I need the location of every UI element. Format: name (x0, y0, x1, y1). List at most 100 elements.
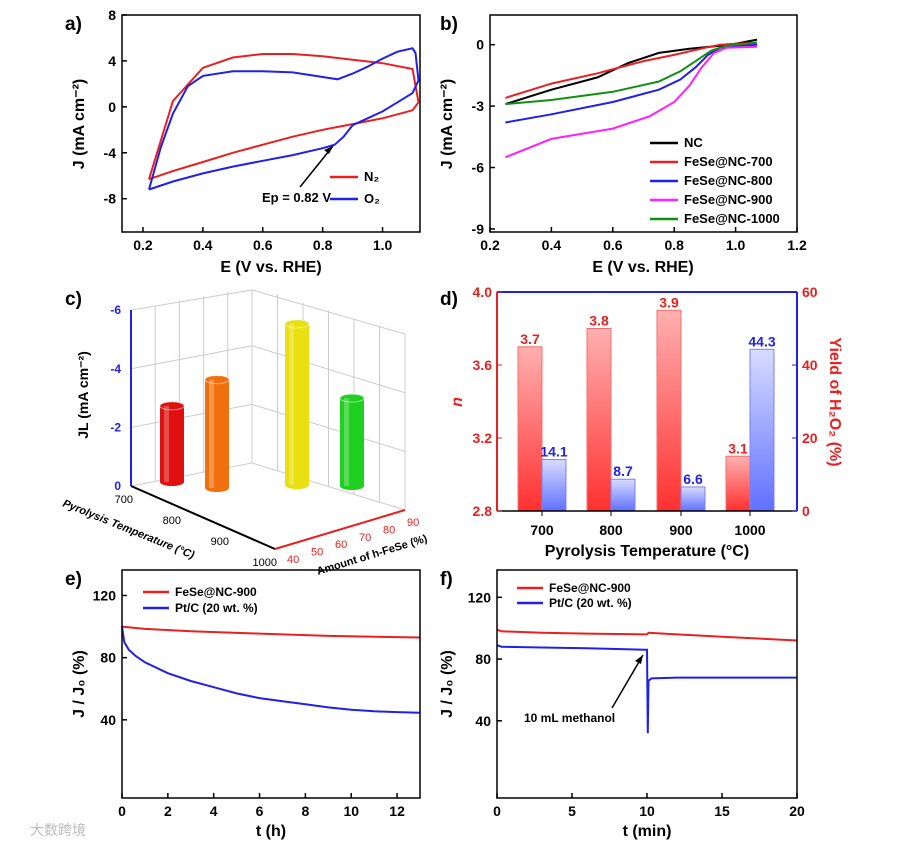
series-line-0 (496, 628, 798, 642)
y-tick-label: 3.6 (473, 357, 493, 373)
bar-base (285, 481, 309, 489)
y-tick-label: 2.8 (473, 503, 493, 519)
x-tick-label: 4 (210, 803, 218, 819)
legend-label: FeSe@NC-900 (684, 192, 773, 207)
z-axis-amount (274, 509, 406, 550)
bar-highlight (289, 323, 294, 485)
x-tick-label: 8 (301, 803, 309, 819)
z-tick-label: 80 (383, 524, 395, 536)
y-tick-label: -2 (110, 420, 121, 434)
series-line-1 (496, 644, 797, 734)
bar-top (284, 319, 310, 329)
series-line-0 (121, 625, 421, 639)
x-tick-label: 2 (164, 803, 172, 819)
annotation-arrow-f (611, 654, 644, 709)
annotation-ep: Ep = 0.82 V (262, 190, 331, 205)
data-label-n: 3.9 (659, 294, 679, 310)
legend-label: FeSe@NC-700 (684, 154, 773, 169)
x-tick-label: 0 (118, 803, 126, 819)
legend-label: NC (684, 135, 703, 150)
x-axis-label-b: E (V vs. RHE) (592, 259, 693, 276)
x-tick-label: 900 (669, 522, 693, 538)
y2-axis-label-d: Yield of H₂O₂ (%) (826, 337, 843, 466)
bar-top (339, 393, 365, 403)
arrowhead-icon (324, 146, 333, 154)
data-label-n: 3.7 (520, 331, 540, 347)
annotation-arrow-a (299, 145, 334, 188)
x-tick-label: 1.2 (787, 237, 807, 253)
x-tick-label: 5 (568, 803, 576, 819)
y-tick-label: -8 (104, 191, 117, 207)
y-tick-label: 80 (475, 651, 491, 667)
y-tick-label: 0 (114, 479, 121, 493)
data-label-yield: 8.7 (613, 463, 633, 479)
y-tick-label: 0 (476, 37, 484, 53)
panel-b: 0.2 0.4 0.6 0.8 1.0 1.2 0 -3 -6 -9 NC FeSe@NC-700 Fe… (472, 14, 807, 253)
panel-label-f: f) (440, 569, 453, 590)
x-axis-label-f: t (min) (623, 823, 672, 840)
bar-base (340, 482, 364, 490)
legend-label: Pt/C (20 wt. %) (549, 596, 632, 610)
y-axis-label-f: J / J₀ (%) (439, 650, 456, 718)
panel-label-d: d) (440, 289, 458, 310)
x-tick-label: 0.6 (253, 237, 273, 253)
legend-label: Pt/C (20 wt. %) (175, 601, 258, 615)
y-tick-label: -3 (472, 98, 485, 114)
x-tick-label: 800 (599, 522, 623, 538)
bar-n (656, 309, 682, 512)
gridline (130, 345, 253, 370)
legend-label: FeSe@NC-900 (549, 581, 631, 595)
x-tick-label: 800 (163, 515, 181, 527)
y-axis-label-a: J (mA cm⁻²) (71, 79, 88, 170)
gridline (130, 403, 253, 428)
y-tick-label: -6 (110, 303, 121, 317)
data-label-n: 3.8 (589, 313, 609, 329)
x-tick-label: 0.2 (480, 237, 500, 253)
y-axis-label-b: J (mA cm⁻²) (439, 79, 456, 170)
legend-label: O₂ (364, 191, 380, 206)
y-tick-label: 40 (100, 712, 116, 728)
y2-tick-label: 0 (802, 503, 810, 519)
y-tick-label: 3.2 (473, 430, 493, 446)
y-axis-label-d: n (449, 397, 466, 407)
x-tick-label: 0.8 (664, 237, 684, 253)
bar-yield (541, 459, 567, 512)
x-tick-label: 10 (639, 803, 655, 819)
data-label-yield: 6.6 (683, 471, 703, 487)
x-tick-label: 0.8 (313, 237, 333, 253)
legend-label: FeSe@NC-1000 (684, 211, 780, 226)
bar-n (517, 346, 543, 512)
x-tick-label: 0.4 (193, 237, 213, 253)
panel-e: 0 2 4 6 8 10 12 40 80 120 FeSe@NC-900 Pt/C (20 wt. … (93, 569, 421, 819)
y2-tick-label: 40 (802, 357, 818, 373)
series-line-1 (121, 626, 421, 714)
y-tick-label: 0 (108, 99, 116, 115)
x-tick-label: 0.2 (133, 237, 153, 253)
series-line-1 (505, 41, 758, 99)
x-tick-label: 900 (211, 536, 229, 548)
x-axis-label-a: E (V vs. RHE) (220, 259, 321, 276)
panel-label-c: c) (65, 289, 82, 310)
x-axis-label-e: t (h) (256, 823, 286, 840)
bar-highlight (344, 398, 349, 486)
y-tick-label: -4 (104, 145, 117, 161)
z-tick-label: 50 (311, 547, 323, 559)
x-tick-label: 0.6 (603, 237, 623, 253)
x-tick-label: 1.0 (726, 237, 746, 253)
bar-yield (610, 478, 636, 512)
bar-cylinder (285, 323, 309, 485)
x-tick-label: 20 (789, 803, 805, 819)
x-tick-label: 0 (493, 803, 501, 819)
bar-base (160, 478, 184, 486)
z-tick-label: 60 (335, 539, 347, 551)
bar-cylinder (205, 379, 229, 488)
x-axis-label-d: Pyrolysis Temperature (°C) (545, 543, 749, 560)
bar-yield (749, 348, 775, 512)
bar-cylinder (160, 405, 184, 482)
back-wall-right (251, 289, 406, 511)
arrowhead-icon (635, 655, 643, 664)
legend-label: N₂ (364, 169, 379, 184)
